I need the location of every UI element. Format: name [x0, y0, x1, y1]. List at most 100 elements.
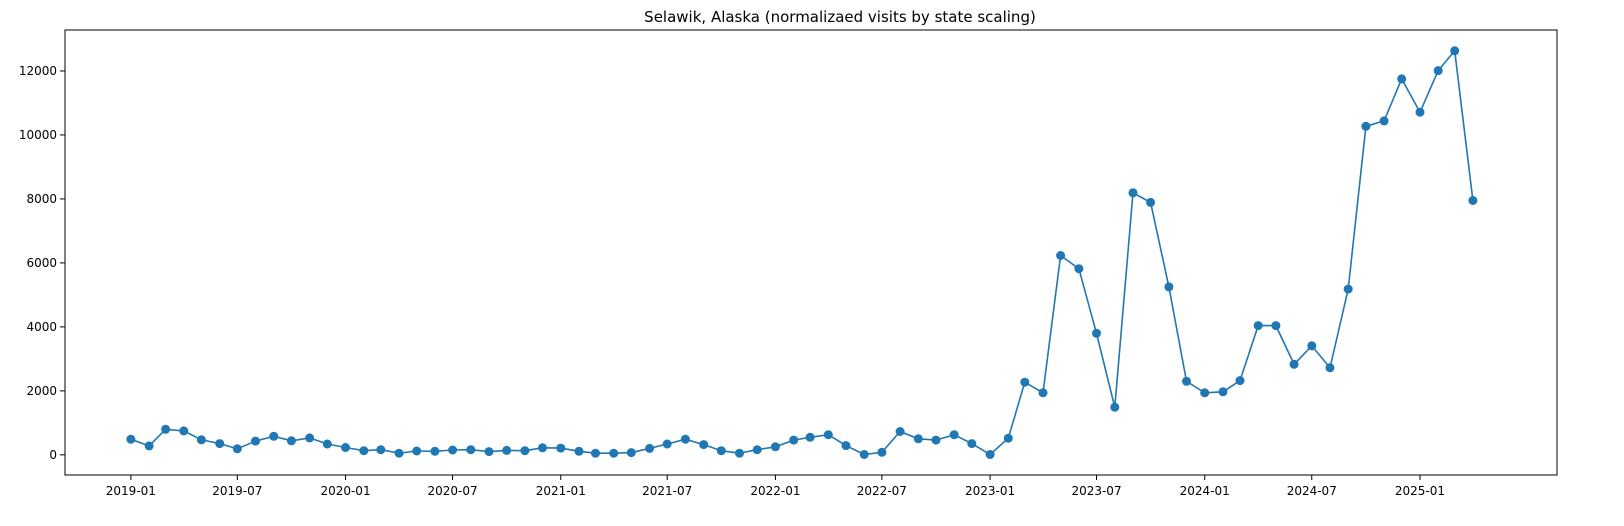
data-point — [502, 445, 512, 455]
y-tick-label: 6000 — [26, 256, 57, 270]
data-point — [322, 439, 332, 449]
x-tick-label: 2019-01 — [106, 484, 156, 498]
y-tick-label: 0 — [49, 448, 57, 462]
series-points — [126, 46, 1478, 459]
x-tick-label: 2023-01 — [965, 484, 1015, 498]
data-point — [1235, 376, 1245, 386]
data-point — [1253, 321, 1263, 331]
data-point — [1415, 107, 1425, 117]
x-axis: 2019-01 2019-07 2020-01 2020-07 2021-01 2021-… — [106, 475, 1445, 498]
data-point — [126, 434, 136, 444]
data-point — [1182, 376, 1191, 386]
data-point — [770, 442, 780, 452]
x-tick-label: 2020-01 — [320, 484, 370, 498]
data-point — [251, 436, 260, 446]
x-tick-label: 2020-07 — [427, 484, 477, 498]
data-point — [823, 430, 833, 440]
data-point — [484, 447, 494, 457]
y-tick-label: 4000 — [26, 320, 57, 334]
data-point — [1164, 282, 1174, 292]
data-point — [680, 434, 690, 444]
data-point — [1450, 46, 1460, 56]
data-point — [1074, 264, 1084, 274]
x-tick-label: 2022-01 — [750, 484, 800, 498]
data-point — [448, 445, 458, 455]
data-point — [1020, 377, 1030, 387]
data-point — [859, 450, 869, 459]
x-tick-label: 2024-07 — [1287, 484, 1337, 498]
y-tick-label: 8000 — [26, 192, 57, 206]
series-line — [130, 48, 1474, 456]
data-point — [269, 431, 279, 441]
data-point — [359, 446, 369, 456]
data-point — [376, 445, 386, 455]
x-tick-label: 2021-07 — [642, 484, 692, 498]
data-point — [626, 448, 636, 458]
x-tick-label: 2019-07 — [212, 484, 262, 498]
data-point — [1361, 121, 1371, 131]
data-point — [179, 426, 189, 436]
data-point — [412, 446, 422, 456]
data-point — [196, 435, 206, 445]
data-point — [1468, 196, 1478, 205]
data-point — [1379, 116, 1389, 126]
x-tick-label: 2025-01 — [1395, 484, 1445, 498]
data-point — [1218, 387, 1228, 397]
x-tick-label: 2023-07 — [1071, 484, 1121, 498]
data-point — [1397, 74, 1407, 84]
data-point — [144, 441, 154, 451]
y-tick-label: 2000 — [26, 384, 57, 398]
data-point — [215, 439, 225, 449]
data-point — [1325, 363, 1335, 373]
data-point — [985, 450, 995, 459]
data-point — [1110, 402, 1120, 412]
data-point — [895, 427, 905, 436]
y-tick-label: 12000 — [19, 64, 57, 78]
data-point — [305, 433, 315, 443]
data-point — [394, 448, 404, 458]
data-point — [1271, 321, 1281, 331]
data-point — [805, 432, 815, 442]
data-point — [556, 443, 566, 453]
data-point — [699, 440, 709, 450]
data-point — [161, 424, 171, 434]
data-point — [1092, 328, 1101, 338]
data-point — [789, 435, 799, 445]
data-point — [538, 443, 547, 453]
chart-title: Selawik, Alaska (normalizaed visits by s… — [644, 8, 1036, 26]
data-point — [967, 439, 977, 449]
data-point — [662, 439, 672, 449]
data-point — [735, 448, 744, 458]
data-point — [877, 447, 887, 457]
x-tick-label: 2024-01 — [1180, 484, 1230, 498]
data-point — [341, 443, 350, 452]
data-point — [949, 430, 959, 440]
data-point — [1128, 188, 1138, 198]
y-axis: 0 2000 4000 6000 8000 10000 12000 — [19, 64, 65, 462]
data-point — [574, 446, 584, 456]
data-point — [913, 434, 923, 444]
data-point — [1433, 66, 1443, 76]
data-point — [430, 446, 440, 456]
data-point — [1307, 341, 1317, 351]
data-point — [1038, 388, 1048, 398]
data-point — [1343, 284, 1353, 294]
data-point — [716, 446, 726, 456]
data-point — [752, 445, 762, 455]
data-point — [609, 448, 619, 458]
data-point — [520, 446, 530, 456]
plot-frame — [64, 29, 1558, 476]
data-point — [232, 444, 242, 454]
data-point — [645, 443, 655, 453]
x-tick-label: 2022-07 — [857, 484, 907, 498]
data-point — [286, 436, 296, 446]
y-tick-label: 10000 — [19, 128, 57, 142]
data-point — [931, 435, 941, 445]
data-point — [841, 441, 851, 451]
data-point — [591, 448, 600, 458]
x-tick-label: 2021-01 — [536, 484, 586, 498]
data-point — [466, 445, 476, 455]
data-point — [1003, 433, 1013, 443]
data-point — [1200, 388, 1210, 398]
